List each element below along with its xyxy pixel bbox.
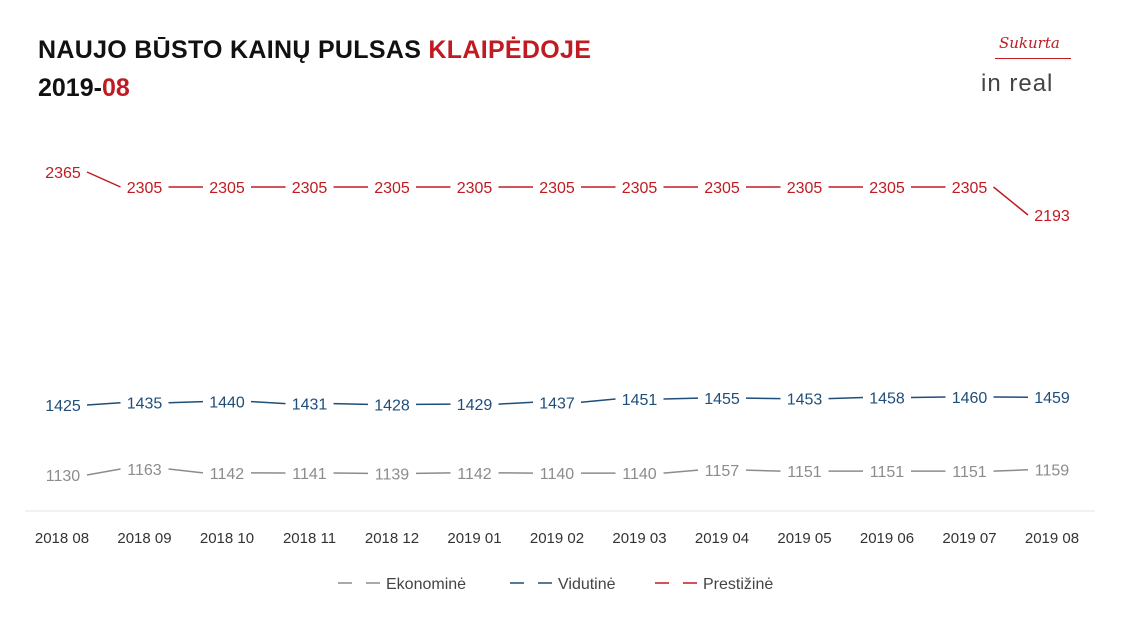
data-label: 1431 (292, 397, 328, 414)
series-line-segment (993, 468, 1029, 472)
data-label: 2305 (374, 180, 410, 197)
data-label: 2305 (457, 180, 493, 197)
data-label: 2305 (292, 180, 328, 197)
data-label: 1440 (209, 395, 245, 412)
data-label: 2305 (127, 180, 163, 197)
x-tick-label: 2019 01 (447, 530, 501, 547)
chart-title: NAUJO BŪSTO KAINŲ PULSAS KLAIPĖDOJE (38, 36, 591, 65)
data-label: 1142 (457, 466, 492, 483)
logo-underline (995, 58, 1071, 59)
x-tick-label: 2019 07 (942, 530, 996, 547)
data-label: 2365 (45, 165, 81, 182)
data-label: 2305 (869, 180, 905, 197)
data-label: 1130 (46, 468, 81, 485)
series-line-segment (663, 469, 699, 474)
series-line-segment (86, 468, 121, 476)
x-tick-label: 2019 03 (612, 530, 666, 547)
data-label: 2305 (787, 180, 823, 197)
series-line-segment (86, 401, 121, 406)
x-tick-label: 2019 05 (777, 530, 831, 547)
series-line-segment (993, 186, 1029, 216)
inreal-logo: Sukurta in real (975, 30, 1085, 100)
series-line-segment (663, 397, 699, 400)
data-label: 1142 (210, 466, 245, 483)
data-label: 1140 (622, 466, 657, 483)
legend-label: Vidutinė (558, 576, 616, 593)
x-tick-label: 2019 06 (860, 530, 914, 547)
data-label: 1425 (45, 398, 81, 415)
data-label: 1151 (787, 464, 822, 481)
series-line-segment (745, 469, 781, 472)
series-line-segment (250, 400, 286, 405)
data-label: 1429 (457, 397, 493, 414)
subtitle-month: 08 (101, 74, 130, 102)
title-city: KLAIPĖDOJE (428, 36, 592, 64)
data-label: 1435 (127, 396, 163, 413)
data-label: 1458 (869, 390, 905, 407)
logo-sukurta: Sukurta (999, 34, 1060, 52)
data-label: 1451 (622, 392, 658, 409)
data-label: 1139 (375, 466, 410, 483)
data-label: 1455 (704, 391, 740, 408)
data-label: 1428 (374, 397, 410, 414)
data-label: 1151 (870, 464, 905, 481)
data-label: 1157 (705, 463, 740, 480)
series-line-segment (86, 171, 121, 188)
x-tick-label: 2018 11 (283, 530, 336, 547)
series-line-segment (498, 401, 534, 405)
x-tick-label: 2018 12 (365, 530, 419, 547)
data-label: 1140 (540, 466, 575, 483)
legend-label: Ekonominė (386, 576, 466, 593)
data-label: 1151 (952, 464, 987, 481)
x-tick-label: 2018 08 (35, 530, 89, 547)
x-tick-label: 2019 08 (1025, 530, 1079, 547)
data-label: 1159 (1035, 463, 1070, 480)
data-label: 1437 (539, 395, 575, 412)
chart-subtitle: 2019-08 (38, 74, 130, 103)
data-label: 2305 (704, 180, 740, 197)
x-tick-label: 2019 02 (530, 530, 584, 547)
series-line-segment (415, 472, 451, 475)
series-line-segment (580, 398, 616, 404)
series-line-segment (333, 402, 369, 406)
subtitle-year: 2019- (38, 74, 102, 102)
series-line-segment (168, 468, 204, 474)
x-tick-label: 2019 04 (695, 530, 749, 547)
data-label: 2305 (539, 180, 575, 197)
data-label: 1459 (1034, 390, 1070, 407)
data-label: 1141 (292, 466, 327, 483)
data-label: 2305 (622, 180, 658, 197)
title-main: NAUJO BŪSTO KAINŲ PULSAS (38, 36, 429, 64)
logo-inreal: in real (981, 70, 1054, 97)
series-line-segment (168, 400, 204, 404)
data-label: 1163 (127, 462, 162, 479)
data-label: 2305 (209, 180, 245, 197)
data-label: 1460 (952, 390, 988, 407)
x-tick-label: 2018 09 (117, 530, 171, 547)
x-tick-label: 2018 10 (200, 530, 254, 547)
legend-label: Prestižinė (703, 576, 773, 593)
series-line-segment (828, 396, 864, 400)
data-label: 2305 (952, 180, 988, 197)
data-label: 2193 (1034, 208, 1070, 225)
data-label: 1453 (787, 392, 823, 409)
